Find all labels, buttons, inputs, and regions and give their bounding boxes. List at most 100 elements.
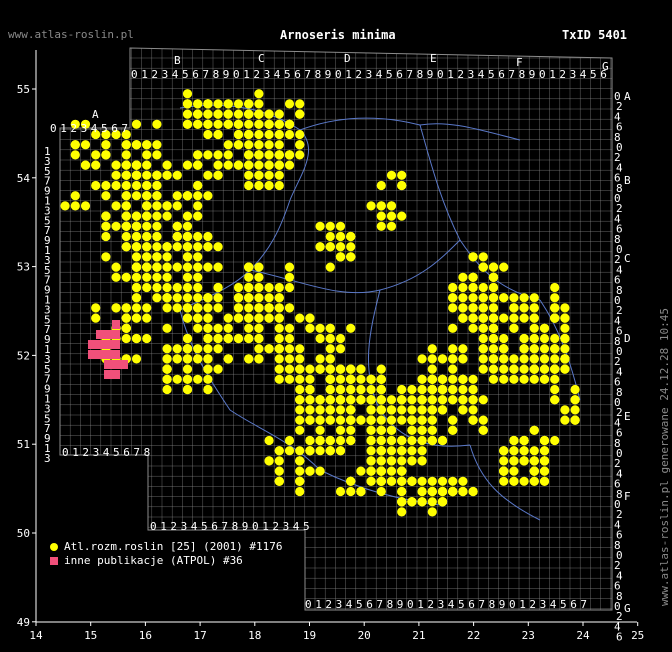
grid-digit-right: 8 (616, 488, 623, 501)
occurrence-dot (570, 384, 580, 395)
occurrence-dot (254, 150, 264, 160)
occurrence-dot (550, 313, 560, 323)
grid-digit-right: 2 (616, 304, 623, 317)
grid-digit-bottom: 4 (550, 598, 557, 611)
occurrence-dot (162, 293, 172, 303)
occurrence-dot (131, 160, 142, 170)
occurrence-dot (213, 109, 223, 119)
grid-digit-bottom-left: 7 (221, 520, 228, 533)
occurrence-dot (407, 497, 417, 507)
occurrence-dot (427, 476, 437, 486)
grid-digit-top: 2 (151, 68, 158, 81)
grid-digit-top: 8 (519, 68, 526, 81)
occurrence-dot (509, 476, 519, 486)
occurrence-dot (417, 497, 427, 507)
occurrence-dot (193, 272, 203, 282)
grid-digit-top: 9 (223, 68, 230, 81)
occurrence-dot (376, 364, 386, 374)
occurrence-dot (458, 405, 468, 415)
grid-digit-top: 4 (376, 68, 383, 81)
occurrence-dot (193, 344, 203, 354)
occurrence-dot (325, 344, 335, 354)
occurrence-dot (417, 425, 427, 435)
occurrence-dot (121, 191, 131, 201)
occurrence-dot (499, 374, 509, 384)
grid-digit-bottom: 0 (509, 598, 516, 611)
x-tick-label: 14 (29, 629, 43, 642)
occurrence-dot (254, 89, 264, 99)
occurrence-dot (172, 374, 182, 384)
grid-digit-left: 3 (44, 155, 51, 168)
occurrence-dot (499, 354, 509, 364)
occurrence-dot (264, 140, 274, 150)
occurrence-dot (397, 384, 407, 395)
occurrence-dot (356, 364, 366, 374)
occurrence-dot (519, 374, 529, 384)
grid-digit-right: 2 (614, 457, 621, 470)
occurrence-dot (468, 395, 478, 405)
occurrence-dot (131, 231, 142, 242)
occurrence-dot (142, 221, 152, 231)
occurrence-dot (223, 354, 233, 364)
grid-digit-bottom: 5 (356, 598, 363, 611)
occurrence-dot (244, 354, 254, 364)
occurrence-dot (488, 303, 499, 313)
grid-digit-bottom: 1 (519, 598, 526, 611)
grid-digit-top: 4 (580, 68, 587, 81)
grid-digit-left: 7 (44, 224, 51, 237)
occurrence-dot (539, 456, 550, 466)
occurrence-dot (458, 374, 468, 384)
occurrence-dot (335, 242, 346, 252)
occurrence-dot (203, 313, 213, 323)
occurrence-dot (182, 333, 193, 344)
occurrence-dot (203, 129, 213, 140)
publication-square (112, 320, 120, 329)
occurrence-dot (203, 191, 213, 201)
occurrence-dot (121, 211, 131, 221)
occurrence-dot (295, 425, 305, 435)
occurrence-dot (346, 231, 356, 242)
occurrence-dot (305, 446, 315, 456)
atpol-letter-top: G (602, 60, 609, 73)
occurrence-dot (509, 303, 519, 313)
region-border (419, 124, 541, 301)
atpol-letter-top: E (430, 52, 437, 65)
grid-digit-bottom-a: 1 (72, 446, 79, 459)
occurrence-dot (284, 446, 295, 456)
occurrence-dot (152, 170, 162, 180)
grid-digit-bottom: 4 (346, 598, 353, 611)
grid-digit-bottom-left: 9 (242, 520, 249, 533)
grid-digit-bottom: 4 (448, 598, 455, 611)
occurrence-dot (142, 201, 152, 211)
occurrence-dot (295, 109, 305, 119)
publication-square (112, 370, 120, 379)
occurrence-dot (335, 221, 346, 231)
occurrence-dot (529, 333, 539, 344)
occurrence-dot (529, 293, 539, 303)
occurrence-dot (458, 395, 468, 405)
occurrence-dot (397, 395, 407, 405)
occurrence-dot (539, 446, 550, 456)
occurrence-dot (539, 344, 550, 354)
occurrence-dot (315, 446, 325, 456)
occurrence-dot (346, 242, 356, 252)
grid-digit-bottom-left: 5 (303, 520, 310, 533)
occurrence-dot (203, 374, 213, 384)
grid-digit-bottom: 8 (489, 598, 496, 611)
occurrence-dot (488, 344, 499, 354)
occurrence-dot (131, 303, 142, 313)
occurrence-dot (448, 344, 458, 354)
occurrence-dot (152, 252, 162, 262)
grid-digit-bottom: 1 (315, 598, 322, 611)
occurrence-dot (468, 374, 478, 384)
occurrence-dot (315, 333, 325, 344)
occurrence-dot (193, 231, 203, 242)
atpol-letter-right: D (624, 332, 631, 345)
occurrence-dot (305, 466, 315, 476)
occurrence-dot (274, 446, 284, 456)
occurrence-dot (295, 313, 305, 323)
occurrence-dot (152, 180, 162, 191)
occurrence-dot (121, 150, 131, 160)
y-tick-label: 53 (17, 261, 30, 274)
x-tick-label: 25 (631, 629, 644, 642)
